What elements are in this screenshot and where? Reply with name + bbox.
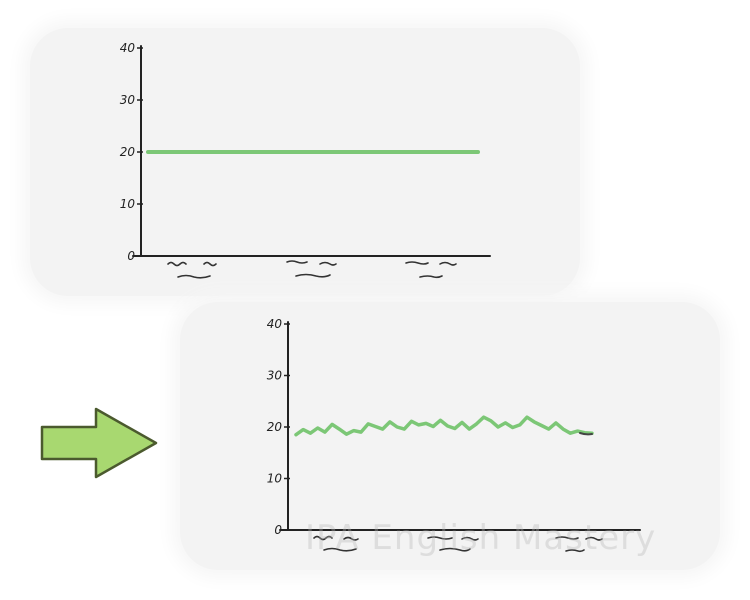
x-label-scribble-3c [565, 549, 585, 553]
x-label-scribble-1c [177, 274, 211, 279]
series-line-end-stroke [579, 432, 593, 436]
y-ticks: 0 10 20 30 40 [267, 317, 290, 537]
chart-panel-bottom [180, 302, 720, 570]
x-label-scribble-2b [461, 536, 479, 541]
y-tick-label-0: 0 [274, 523, 282, 537]
y-tick-label-30: 30 [267, 369, 283, 383]
x-label-scribble-2a [427, 536, 453, 540]
y-tick-label-30: 30 [120, 93, 136, 107]
x-label-scribble-3a [405, 261, 429, 265]
y-tick-label-10: 10 [120, 197, 136, 211]
y-tick-label-40: 40 [120, 41, 136, 55]
x-label-scribble-1b [343, 536, 359, 541]
x-label-scribble-1c [323, 547, 357, 552]
x-label-scribble-2b [319, 261, 337, 266]
x-label-scribble-1a [313, 535, 333, 541]
x-label-scribble-2c [295, 273, 331, 278]
x-label-scribble-3b [585, 536, 603, 541]
x-label-scribble-3c [419, 275, 443, 279]
y-tick-label-20: 20 [267, 420, 283, 434]
right-arrow-icon [40, 407, 158, 479]
x-tick-labels-scribbled [313, 535, 603, 553]
x-label-scribble-1b [203, 261, 217, 267]
x-label-scribble-2a [286, 260, 308, 264]
x-label-scribble-1a [167, 261, 187, 267]
watermark-text: IPA English Mastery [305, 518, 657, 558]
chart-panel-top [30, 28, 580, 296]
series-line [294, 415, 594, 437]
x-label-scribble-3a [555, 536, 579, 540]
y-tick-label-40: 40 [267, 317, 283, 331]
y-tick-label-10: 10 [267, 472, 283, 486]
x-label-scribble-3b [439, 261, 457, 266]
x-label-scribble-2c [439, 547, 471, 552]
y-ticks: 0 10 20 30 40 [120, 41, 143, 263]
y-tick-label-0: 0 [127, 249, 135, 263]
y-tick-label-20: 20 [120, 145, 136, 159]
x-tick-labels-scribbled [167, 260, 457, 279]
right-arrow-shape [40, 407, 158, 479]
